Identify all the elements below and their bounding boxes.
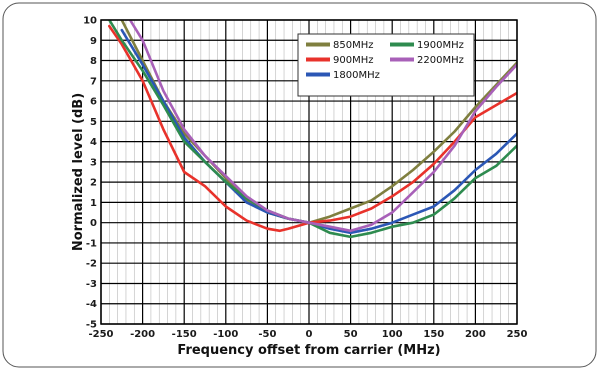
- x-tick-label: -50: [258, 329, 276, 340]
- line-chart: -250 -200 -150 -100 -50 0 50 100 150 200 250 -5-4-…: [2, 2, 597, 368]
- legend: 850MHz 1900MHz 900MHz 2200MHz 1800MHz: [297, 33, 475, 97]
- y-tick-label: 2: [90, 178, 97, 189]
- x-tick-label: -100: [213, 329, 238, 340]
- y-tick-label: -3: [86, 279, 97, 290]
- series-layer: [108, 20, 517, 239]
- y-tick-label: -4: [86, 299, 97, 310]
- y-tick-label: -5: [86, 320, 97, 331]
- plot-area-border: [100, 19, 518, 325]
- y-tick-label: 3: [90, 157, 97, 168]
- minor-gridlines: [109, 20, 509, 324]
- y-tick-label: -1: [86, 238, 97, 249]
- y-tick-label: 9: [90, 36, 97, 47]
- series-line-900mhz: [108, 24, 517, 233]
- y-tick-label: 6: [90, 97, 97, 108]
- x-tick-label: 200: [465, 329, 486, 340]
- x-tick-label: -150: [172, 329, 197, 340]
- chart-frame: -250 -200 -150 -100 -50 0 50 100 150 200 250 -5 -4-…: [2, 2, 597, 368]
- series-line-2200mhz: [128, 20, 517, 233]
- y-tick-label: 4: [90, 137, 97, 148]
- y-tick-label: 5: [90, 117, 97, 128]
- y-tick-label: 1: [90, 198, 97, 209]
- x-tick-label: -250: [88, 329, 113, 340]
- y-tick-label: 10: [83, 16, 97, 27]
- legend-label: 850MHz: [333, 40, 373, 51]
- legend-label: 1800MHz: [333, 70, 380, 81]
- legend-label: 900MHz: [333, 55, 373, 66]
- x-tick-label: 100: [382, 329, 403, 340]
- legend-label: 1900MHz: [417, 40, 464, 51]
- y-tick-label: 7: [90, 76, 97, 87]
- legend-label: 2200MHz: [417, 55, 464, 66]
- y-tick-label: 0: [90, 218, 97, 229]
- y-tick-label: 8: [90, 56, 97, 67]
- y-tick-labels: -5 -4 -3 -2 -1 0 1 2 3 4 5 6 7 8 9 10: [83, 16, 97, 331]
- y-axis-title: Normalized level (dB): [71, 93, 86, 251]
- legend-box: [297, 33, 475, 97]
- x-tick-label: 50: [344, 329, 358, 340]
- x-tick-label: -200: [130, 329, 155, 340]
- x-tick-label: 150: [423, 329, 444, 340]
- x-axis-title: Frequency offset from carrier (MHz): [177, 343, 440, 358]
- x-tick-labels: -250 -200 -150 -100 -50 0 50 100 150 200 250: [88, 329, 527, 340]
- series-line-850mhz: [120, 20, 517, 224]
- y-tick-label: -2: [86, 259, 97, 270]
- x-tick-label: 250: [507, 329, 528, 340]
- x-tick-label: 0: [306, 329, 313, 340]
